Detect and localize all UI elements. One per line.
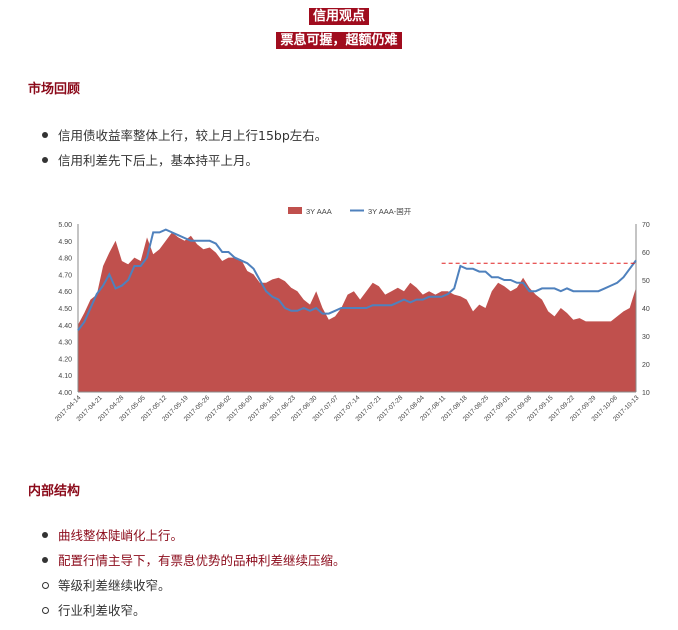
hollow-bullet-icon: [42, 582, 49, 589]
list-item: 配置行情主导下，有票息优势的品种利差继续压缩。: [38, 548, 346, 573]
hollow-bullet-icon: [42, 607, 49, 614]
list-item: 信用债收益率整体上行，较上月上行15bp左右。: [38, 123, 327, 148]
y-left-tick-label: 4.80: [58, 256, 72, 263]
y-left-tick-label: 4.60: [58, 289, 72, 296]
y-left-tick-label: 5.00: [58, 222, 72, 229]
bullet-icon: [42, 532, 48, 538]
y-left-tick-label: 4.20: [58, 356, 72, 363]
bullet-icon: [42, 132, 48, 138]
legend-label-3y-aaa-cdb: 3Y AAA-国开: [368, 207, 412, 216]
legend-label-3y-aaa: 3Y AAA: [306, 207, 332, 216]
y-left-tick-label: 4.50: [58, 306, 72, 313]
header-tag-subtitle: 票息可握，超额仍难: [0, 29, 678, 49]
list-item: 曲线整体陡峭化上行。: [38, 523, 346, 548]
bullet-icon: [42, 557, 48, 563]
y-right-tick-label: 30: [642, 334, 650, 341]
y-left-tick-label: 4.30: [58, 340, 72, 347]
list-item: 等级利差继续收窄。: [38, 573, 346, 598]
y-left-tick-label: 4.90: [58, 239, 72, 246]
y-right-tick-label: 40: [642, 306, 650, 313]
header-tag-viewpoint: 信用观点: [0, 5, 678, 25]
section-title-internal-structure: 内部结构: [28, 484, 81, 499]
y-left-tick-label: 4.00: [58, 390, 72, 397]
section-title-market-review: 市场回顾: [28, 82, 81, 97]
y-right-tick-label: 10: [642, 390, 650, 397]
y-right-tick-label: 60: [642, 250, 650, 257]
credit-chart: 4.00 4.10 4.20 4.30 4.40 4.50 4.60 4.70 4.80 4.90…: [54, 207, 650, 423]
series-area-3y-aaa: [78, 232, 636, 392]
series-line-3y-aaa-cdb: [77, 228, 637, 331]
legend-swatch-3y-aaa: [288, 207, 302, 214]
y-right-tick-label: 20: [642, 362, 650, 369]
bullet-icon: [42, 157, 48, 163]
market-review-list: 信用债收益率整体上行，较上月上行15bp左右。 信用利差先下后上，基本持平上月。: [38, 123, 327, 173]
list-item: 行业利差收窄。: [38, 598, 346, 623]
y-right-tick-label: 50: [642, 278, 650, 285]
y-left-tick-label: 4.40: [58, 323, 72, 330]
tag-text: 票息可握，超额仍难: [276, 32, 402, 49]
y-left-tick-label: 4.10: [58, 373, 72, 380]
y-left-tick-label: 4.70: [58, 272, 72, 279]
tag-text: 信用观点: [308, 8, 369, 25]
y-right-tick-label: 70: [642, 222, 650, 229]
internal-structure-list: 曲线整体陡峭化上行。 配置行情主导下，有票息优势的品种利差继续压缩。 等级利差继…: [38, 523, 346, 623]
list-item: 信用利差先下后上，基本持平上月。: [38, 148, 327, 173]
